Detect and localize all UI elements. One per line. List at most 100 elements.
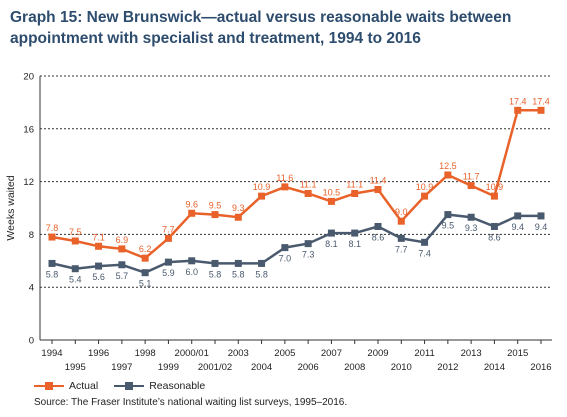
point-actual-2014 xyxy=(490,192,498,200)
x-tick-label-2005: 2005 xyxy=(274,348,295,359)
x-tick-label-2006: 2006 xyxy=(298,362,319,373)
x-tick-label-1995: 1995 xyxy=(65,362,86,373)
legend-item-reasonable: Reasonable xyxy=(114,380,205,392)
data-label-reasonable-2003: 5.8 xyxy=(232,269,245,279)
data-label-reasonable-2007: 8.1 xyxy=(325,239,338,249)
point-actual-1996 xyxy=(95,242,103,250)
data-label-actual-2016: 17.4 xyxy=(532,96,550,106)
data-label-reasonable-2012: 9.5 xyxy=(442,221,455,231)
data-label-reasonable-2014: 8.6 xyxy=(488,232,501,242)
data-label-actual-1994: 7.8 xyxy=(46,223,59,233)
point-actual-2006 xyxy=(304,189,312,197)
point-reasonable-2014 xyxy=(490,222,498,230)
point-actual-2001/02 xyxy=(211,211,219,219)
x-tick-label-1999: 1999 xyxy=(158,362,179,373)
point-actual-2004 xyxy=(258,192,266,200)
data-label-actual-2001/02: 9.5 xyxy=(209,201,222,211)
point-actual-2015 xyxy=(514,106,522,114)
point-reasonable-1995 xyxy=(71,265,79,273)
data-label-actual-2011: 10.9 xyxy=(416,182,434,192)
y-axis-title: Weeks waited xyxy=(5,175,17,240)
point-reasonable-1996 xyxy=(95,262,103,270)
point-actual-2010 xyxy=(397,217,405,225)
data-label-reasonable-2015: 9.4 xyxy=(511,222,524,232)
x-tick-label-2011: 2011 xyxy=(414,348,434,359)
y-tick-label-16: 16 xyxy=(23,124,34,135)
point-reasonable-2012 xyxy=(444,211,452,219)
point-reasonable-1994 xyxy=(48,259,56,267)
data-label-reasonable-2000/01: 6.0 xyxy=(185,267,198,277)
legend-label-reasonable: Reasonable xyxy=(149,380,206,392)
y-tick-label-0: 0 xyxy=(29,336,34,347)
legend-item-actual: Actual xyxy=(34,380,98,392)
data-label-actual-2003: 9.3 xyxy=(232,203,245,213)
point-actual-2012 xyxy=(444,171,452,179)
x-tick-label-2009: 2009 xyxy=(367,348,388,359)
point-actual-2003 xyxy=(234,213,242,221)
data-label-actual-1995: 7.5 xyxy=(69,227,82,237)
data-label-actual-2009: 11.4 xyxy=(370,176,387,186)
data-label-actual-2014: 10.9 xyxy=(486,182,504,192)
x-tick-label-1997: 1997 xyxy=(111,362,132,373)
y-tick-label-8: 8 xyxy=(29,230,34,241)
data-label-reasonable-2013: 9.3 xyxy=(465,223,478,233)
point-actual-1998 xyxy=(141,254,149,262)
x-tick-label-2007: 2007 xyxy=(321,348,342,359)
point-actual-2000/01 xyxy=(188,209,196,217)
x-tick-label-2004: 2004 xyxy=(251,362,272,373)
point-reasonable-2001/02 xyxy=(211,259,219,267)
x-tick-label-2001/02: 2001/02 xyxy=(198,362,232,373)
x-tick-label-2015: 2015 xyxy=(507,348,528,359)
point-reasonable-2009 xyxy=(374,222,382,230)
data-label-reasonable-2016: 9.4 xyxy=(535,222,548,232)
x-tick-label-2013: 2013 xyxy=(461,348,482,359)
x-tick-label-2012: 2012 xyxy=(437,362,458,373)
point-reasonable-2003 xyxy=(234,259,242,267)
data-label-actual-2005: 11.6 xyxy=(276,173,293,183)
x-tick-label-1996: 1996 xyxy=(88,348,109,359)
point-reasonable-2006 xyxy=(304,240,312,248)
point-actual-2005 xyxy=(281,183,289,191)
data-label-actual-1996: 7.1 xyxy=(92,232,105,242)
data-label-actual-1998: 6.2 xyxy=(139,244,152,254)
y-tick-label-20: 20 xyxy=(23,72,34,83)
point-actual-2008 xyxy=(351,189,359,197)
data-label-reasonable-2009: 8.6 xyxy=(372,232,385,242)
data-label-actual-2012: 12.5 xyxy=(439,161,457,171)
source-note: Source: The Fraser Institute’s national … xyxy=(34,397,348,408)
data-label-reasonable-2006: 7.3 xyxy=(302,250,315,260)
x-tick-label-2014: 2014 xyxy=(484,362,505,373)
x-tick-label-2016: 2016 xyxy=(530,362,551,373)
data-label-actual-1997: 6.9 xyxy=(116,235,129,245)
point-actual-2011 xyxy=(421,192,429,200)
series-line-actual xyxy=(51,109,541,260)
point-reasonable-2015 xyxy=(514,212,522,220)
data-label-actual-2015: 17.4 xyxy=(509,96,527,106)
point-reasonable-2013 xyxy=(467,213,475,221)
x-tick-label-2008: 2008 xyxy=(344,362,365,373)
x-tick-label-1994: 1994 xyxy=(41,348,62,359)
point-reasonable-2010 xyxy=(397,234,405,242)
data-label-reasonable-2011: 7.4 xyxy=(418,248,431,258)
data-label-actual-2000/01: 9.6 xyxy=(185,199,198,209)
x-tick-label-2000/01: 2000/01 xyxy=(175,348,209,359)
point-reasonable-1998 xyxy=(141,269,149,277)
point-actual-1994 xyxy=(48,233,56,241)
chart-title: Graph 15: New Brunswick—actual versus re… xyxy=(10,7,555,49)
data-label-actual-2008: 11.1 xyxy=(346,179,363,189)
legend-swatch-actual xyxy=(34,382,64,390)
point-actual-2016 xyxy=(537,106,545,114)
data-label-reasonable-2001/02: 5.8 xyxy=(209,269,222,279)
point-reasonable-2008 xyxy=(351,229,359,237)
data-label-reasonable-1997: 5.7 xyxy=(116,271,129,281)
point-actual-1997 xyxy=(118,245,126,253)
data-label-reasonable-1999: 5.9 xyxy=(162,268,175,278)
legend-label-actual: Actual xyxy=(69,380,99,392)
x-tick-label-2003: 2003 xyxy=(228,348,249,359)
data-label-reasonable-1994: 5.8 xyxy=(46,269,59,279)
data-label-reasonable-2005: 7.0 xyxy=(279,254,292,264)
y-tick-label-12: 12 xyxy=(23,177,34,188)
data-label-actual-2013: 11.7 xyxy=(463,172,480,182)
point-actual-2007 xyxy=(327,197,335,205)
